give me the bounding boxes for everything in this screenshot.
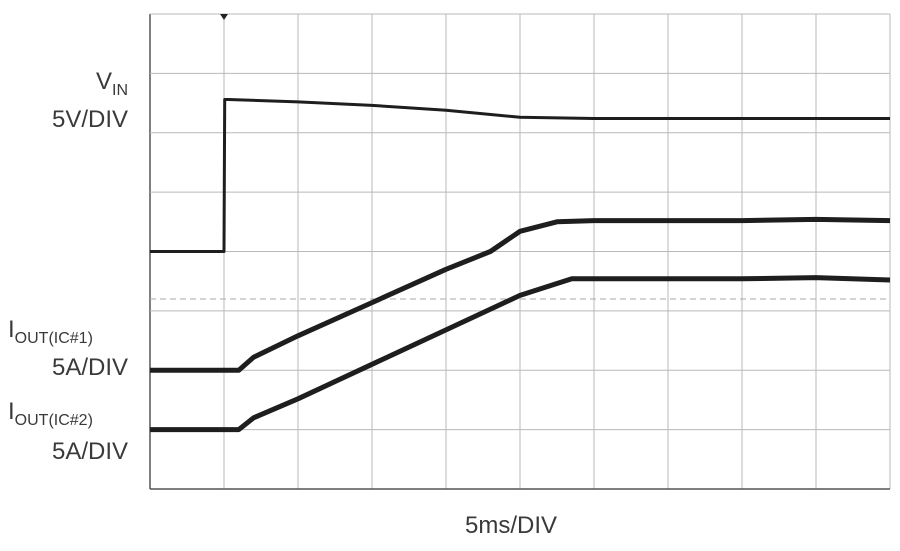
vin-label: VIN — [95, 68, 128, 99]
iout-ic1-label: IOUT(IC#1) — [8, 316, 93, 347]
traces — [150, 98, 891, 433]
trigger-marker — [220, 14, 228, 20]
trace-iout-ic2 — [150, 275, 891, 433]
trace-iout-ic1 — [150, 216, 891, 373]
trace-vin — [150, 98, 890, 253]
iout-ic1-scale-label: 5A/DIV — [51, 354, 128, 381]
vin-scale-label: 5V/DIV — [51, 106, 128, 133]
iout-ic2-label: IOUT(IC#2) — [8, 398, 93, 429]
iout-ic2-scale-label: 5A/DIV — [51, 438, 128, 465]
x-axis-label: 5ms/DIV — [465, 512, 558, 539]
grid — [149, 13, 891, 490]
